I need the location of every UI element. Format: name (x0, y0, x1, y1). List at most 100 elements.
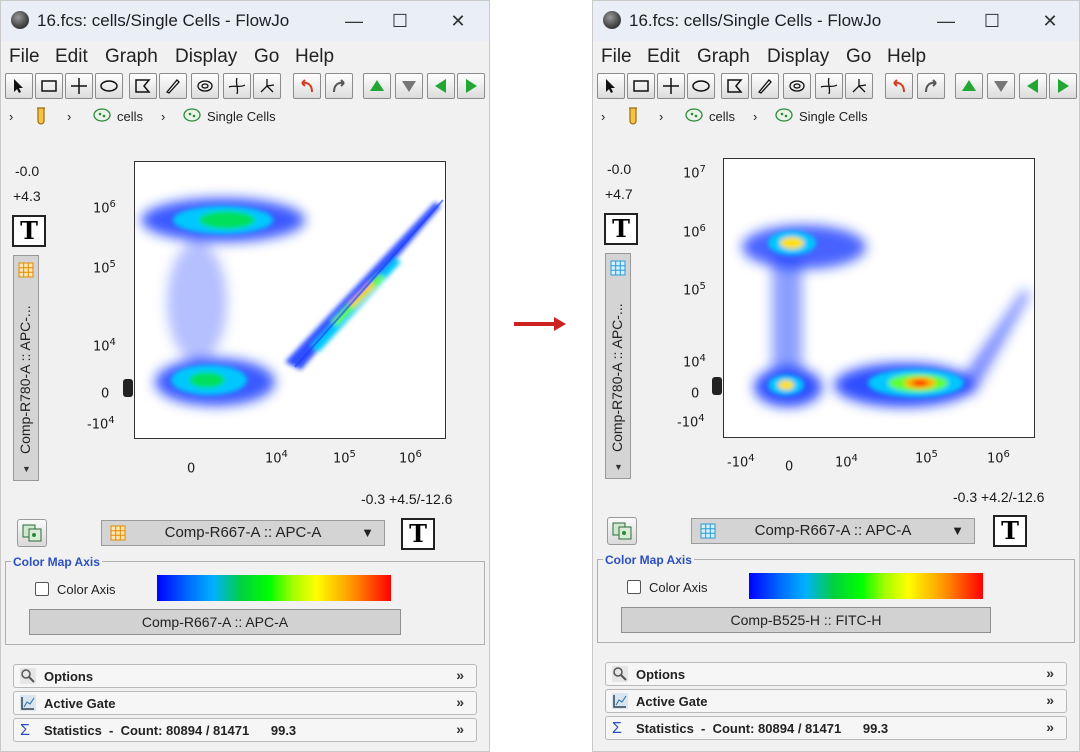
rectangle-gate-icon[interactable] (627, 73, 655, 99)
breadcrumb-single-cells[interactable]: Single Cells (207, 109, 276, 124)
breadcrumb-cells[interactable]: cells (117, 109, 144, 124)
breadcrumb-cells[interactable]: cells (709, 109, 736, 124)
x-axis-text-button[interactable]: T (401, 518, 435, 550)
double-chevron-down-icon: » (456, 721, 464, 737)
y-axis-selector[interactable]: Comp-R780-A :: APC-... ▼ (13, 255, 39, 481)
x-range-label: -0.3 +4.2/-12.6 (953, 489, 1045, 505)
tube-icon[interactable] (35, 107, 47, 125)
polygon-gate-icon[interactable] (721, 73, 749, 99)
plot-area[interactable] (134, 161, 446, 439)
options-panel[interactable]: Options » (13, 664, 477, 688)
chevron-right-icon: › (659, 109, 664, 124)
x-axis-text-button[interactable]: T (993, 515, 1027, 547)
curly-quad-gate-icon[interactable] (223, 73, 251, 99)
ellipse-gate-icon[interactable] (687, 73, 715, 99)
statistics-panel[interactable]: Σ Statistics - Count: 80894 / 81471 99.3… (605, 716, 1067, 740)
pointer-icon[interactable] (597, 73, 625, 99)
curly-quad-gate-icon[interactable] (815, 73, 843, 99)
x-axis-selector[interactable]: Comp-R667-A :: APC-A ▼ (101, 520, 385, 546)
right-arrow-icon[interactable] (457, 73, 485, 99)
menu-graph[interactable]: Graph (697, 46, 750, 67)
menu-display[interactable]: Display (175, 46, 238, 67)
freehand-gate-icon[interactable] (751, 73, 779, 99)
breadcrumb: › › cells › Single Cells (1, 103, 489, 129)
spider-gate-icon[interactable] (191, 73, 219, 99)
up-arrow-icon[interactable] (363, 73, 391, 99)
active-gate-panel[interactable]: Active Gate » (13, 691, 477, 715)
options-panel[interactable]: Options » (605, 662, 1067, 686)
minimize-icon[interactable]: — (937, 11, 955, 31)
y-tick: 0 (101, 386, 110, 402)
left-arrow-icon[interactable] (427, 73, 455, 99)
menu-display[interactable]: Display (767, 46, 830, 67)
chevron-down-icon: ▼ (951, 523, 964, 538)
y-axis-selector[interactable]: Comp-R780-A :: APC-... ▼ (605, 253, 631, 479)
color-axis-checkbox[interactable] (627, 580, 641, 594)
down-arrow-icon[interactable] (987, 73, 1015, 99)
y-tick: 0 (691, 386, 700, 402)
color-map-param-button[interactable]: Comp-B525-H :: FITC-H (621, 607, 991, 633)
color-scale-bar (749, 573, 983, 599)
chevron-down-icon: ▼ (614, 462, 623, 472)
x-tick: 0 (187, 461, 196, 477)
maximize-icon[interactable]: ☐ (983, 11, 1001, 31)
statistics-panel[interactable]: Σ Statistics - Count: 80894 / 81471 99.3… (13, 718, 477, 742)
menu-file[interactable]: File (9, 46, 40, 67)
spider-gate-icon[interactable] (783, 73, 811, 99)
menu-go[interactable]: Go (254, 46, 280, 67)
color-axis-label: Color Axis (649, 580, 708, 595)
y-tick: -104 (677, 413, 705, 431)
close-icon[interactable]: ✕ (1042, 11, 1058, 31)
title-bar: 16.fcs: cells/Single Cells - FlowJo — ☐ … (593, 1, 1079, 41)
menu-edit[interactable]: Edit (647, 46, 680, 67)
rectangle-gate-icon[interactable] (35, 73, 63, 99)
plot-options-button[interactable] (607, 517, 637, 545)
ellipse-gate-icon[interactable] (95, 73, 123, 99)
up-arrow-icon[interactable] (955, 73, 983, 99)
menu-edit[interactable]: Edit (55, 46, 88, 67)
color-axis-checkbox[interactable] (35, 582, 49, 596)
close-icon[interactable]: ✕ (450, 11, 466, 31)
menu-file[interactable]: File (601, 46, 632, 67)
menu-graph[interactable]: Graph (105, 46, 158, 67)
menu-go[interactable]: Go (846, 46, 872, 67)
y-tick: -104 (87, 415, 115, 433)
density-plot (742, 225, 1030, 407)
maximize-icon[interactable]: ☐ (391, 11, 409, 31)
y-tick: 106 (683, 223, 706, 241)
menu-help[interactable]: Help (295, 46, 335, 67)
web-gate-icon[interactable] (845, 73, 873, 99)
redo-icon[interactable] (325, 73, 353, 99)
down-arrow-icon[interactable] (395, 73, 423, 99)
y-tick: 106 (93, 199, 116, 217)
left-arrow-icon[interactable] (1019, 73, 1047, 99)
quadrant-gate-icon[interactable] (65, 73, 93, 99)
x-tick: 106 (399, 449, 422, 467)
y-axis-text-button[interactable]: T (12, 215, 46, 247)
polygon-gate-icon[interactable] (129, 73, 157, 99)
redo-icon[interactable] (917, 73, 945, 99)
y-tick: 105 (683, 281, 706, 299)
breadcrumb-single-cells[interactable]: Single Cells (799, 109, 868, 124)
minimize-icon[interactable]: — (345, 11, 363, 31)
pointer-icon[interactable] (5, 73, 33, 99)
undo-icon[interactable] (885, 73, 913, 99)
undo-icon[interactable] (293, 73, 321, 99)
quadrant-gate-icon[interactable] (657, 73, 685, 99)
color-map-param-button[interactable]: Comp-R667-A :: APC-A (29, 609, 401, 635)
gate-toolbar (1, 71, 489, 103)
menu-help[interactable]: Help (887, 46, 927, 67)
right-arrow-icon[interactable] (1049, 73, 1077, 99)
window-title: 16.fcs: cells/Single Cells - FlowJo (37, 11, 290, 30)
y-axis-zero-marker (712, 377, 722, 395)
x-axis-selector[interactable]: Comp-R667-A :: APC-A ▼ (691, 518, 975, 544)
web-gate-icon[interactable] (253, 73, 281, 99)
y-axis-text-button[interactable]: T (604, 213, 638, 245)
flowjo-window-before: 16.fcs: cells/Single Cells - FlowJo — ☐ … (0, 0, 490, 752)
chevron-right-icon: › (161, 109, 166, 124)
plot-area[interactable] (723, 158, 1035, 438)
tube-icon[interactable] (627, 107, 639, 125)
plot-options-button[interactable] (17, 519, 47, 547)
freehand-gate-icon[interactable] (159, 73, 187, 99)
active-gate-panel[interactable]: Active Gate » (605, 689, 1067, 713)
